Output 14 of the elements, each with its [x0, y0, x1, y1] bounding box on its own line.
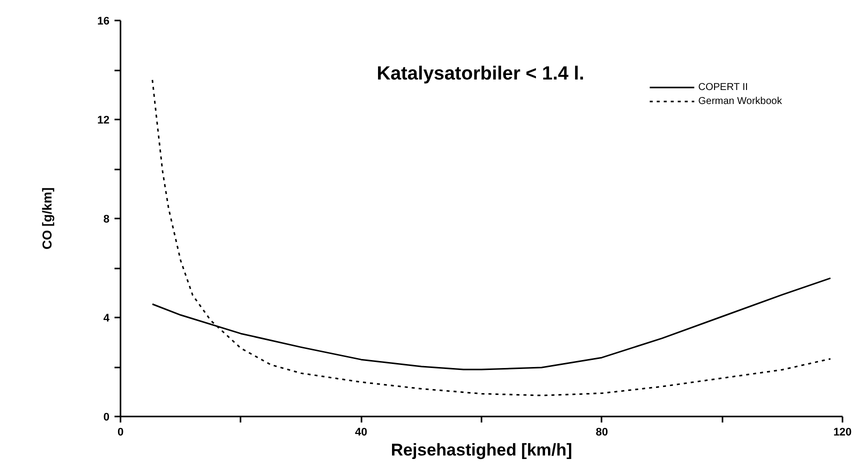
y-tick-label: 4: [103, 312, 110, 324]
y-tick-label: 16: [97, 16, 110, 28]
y-tick-label: 0: [103, 412, 110, 424]
y-axis-title: CO [g/km]: [39, 187, 54, 250]
x-tick-label: 40: [355, 426, 368, 438]
legend-label: German Workbook: [698, 94, 782, 108]
y-tick-label: 8: [103, 214, 110, 226]
x-axis-title: Rejsehastighed [km/h]: [390, 440, 572, 460]
y-tick-label: 12: [97, 114, 110, 126]
text: Katalysatorbiler < 1.4 l.: [376, 64, 584, 84]
x-tick-label: 120: [833, 426, 852, 438]
x-tick-label: 0: [117, 426, 124, 438]
legend-label: COPERT II: [698, 80, 748, 94]
x-tick-label: 80: [596, 426, 608, 438]
